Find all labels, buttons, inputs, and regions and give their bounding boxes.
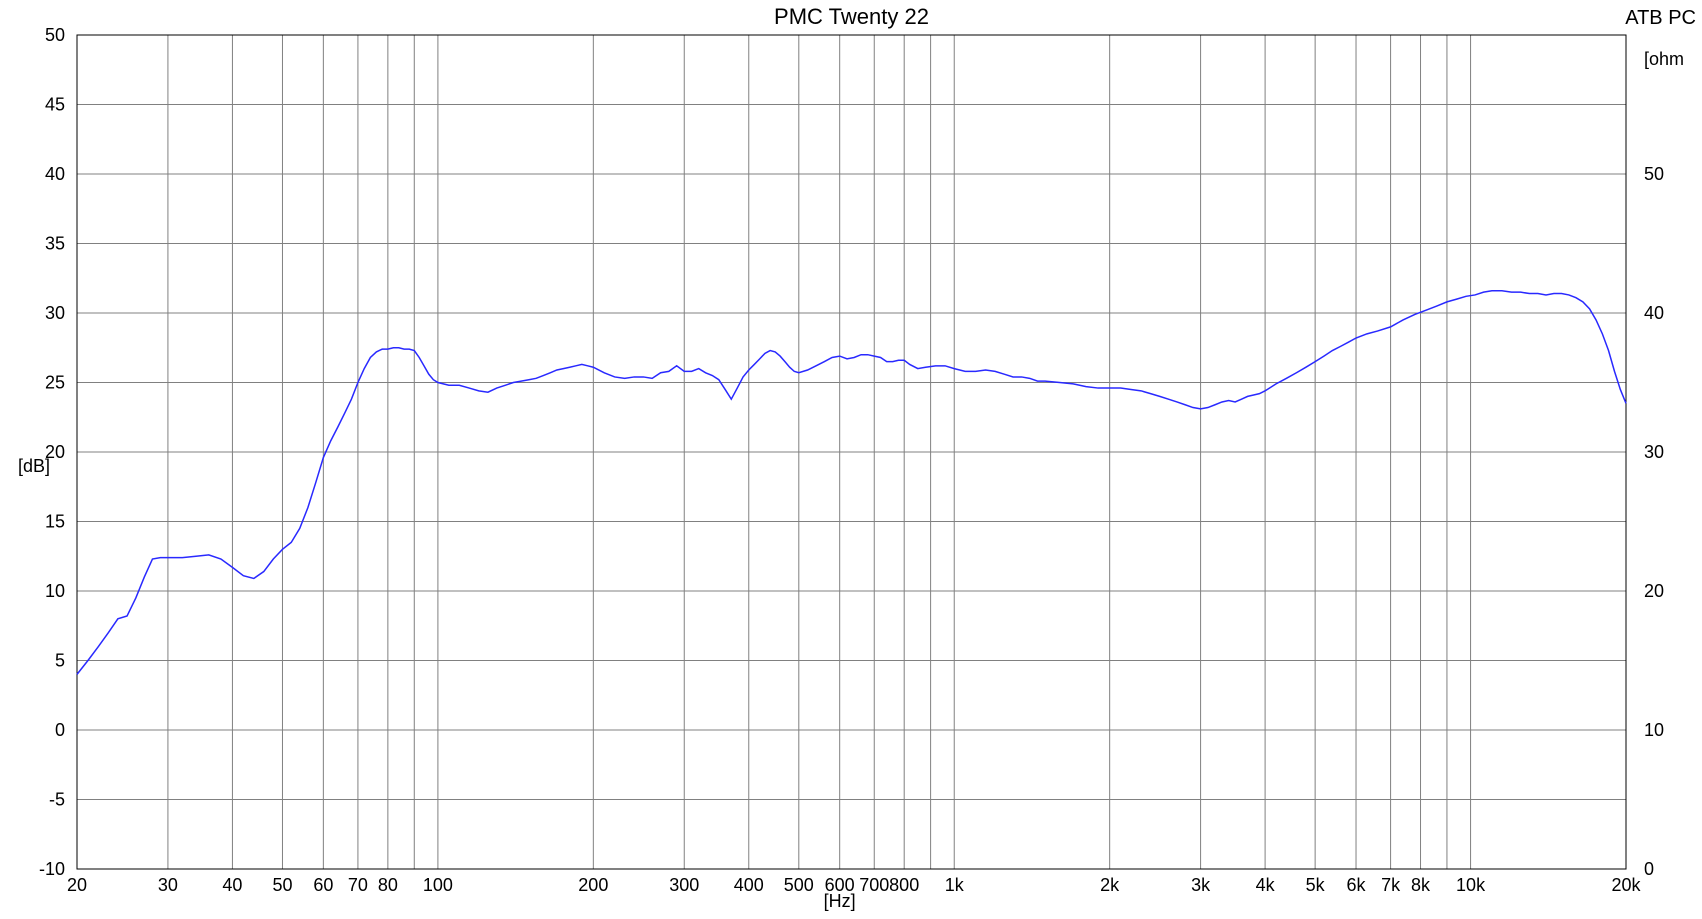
x-tick: 400 [734, 875, 764, 895]
x-tick: 60 [313, 875, 333, 895]
y-right-tick: 30 [1644, 442, 1664, 462]
y-left-tick: -10 [39, 859, 65, 879]
y-left-tick: 40 [45, 164, 65, 184]
x-tick: 3k [1191, 875, 1211, 895]
x-tick: 10k [1456, 875, 1486, 895]
y-left-tick: 15 [45, 512, 65, 532]
x-tick: 30 [158, 875, 178, 895]
y-right-tick: 0 [1644, 859, 1654, 879]
x-tick: 4k [1256, 875, 1276, 895]
x-tick: 70 [348, 875, 368, 895]
y-left-tick: 50 [45, 25, 65, 45]
y-right-tick: 20 [1644, 581, 1664, 601]
chart-title: PMC Twenty 22 [774, 4, 929, 29]
x-tick: 20k [1611, 875, 1641, 895]
x-tick: 500 [784, 875, 814, 895]
y-left-tick: 5 [55, 651, 65, 671]
y-left-tick: 35 [45, 234, 65, 254]
y-left-tick: 30 [45, 303, 65, 323]
x-tick: 40 [222, 875, 242, 895]
brand-label: ATB PC [1625, 7, 1696, 29]
y-left-tick: 45 [45, 95, 65, 115]
x-tick: 20 [67, 875, 87, 895]
x-tick: 100 [423, 875, 453, 895]
x-tick: 700 [859, 875, 889, 895]
frequency-response-chart: -10-505101520253035404550010203040502030… [0, 0, 1702, 919]
x-tick: 5k [1306, 875, 1326, 895]
chart-svg: -10-505101520253035404550010203040502030… [0, 0, 1702, 919]
x-tick: 800 [889, 875, 919, 895]
y-left-tick: -5 [49, 790, 65, 810]
y-right-tick: 10 [1644, 720, 1664, 740]
x-tick: 8k [1411, 875, 1431, 895]
x-tick: 2k [1100, 875, 1120, 895]
x-tick: 1k [945, 875, 965, 895]
x-tick: 300 [669, 875, 699, 895]
y-right-tick: 50 [1644, 164, 1664, 184]
y-right-label: [ohm [1644, 49, 1684, 69]
y-left-tick: 10 [45, 581, 65, 601]
x-tick: 7k [1381, 875, 1401, 895]
y-right-tick: 40 [1644, 303, 1664, 323]
x-tick: 200 [578, 875, 608, 895]
y-left-tick: 0 [55, 720, 65, 740]
x-axis-label: [Hz] [824, 891, 856, 911]
x-tick: 6k [1347, 875, 1367, 895]
x-tick: 80 [378, 875, 398, 895]
x-tick: 50 [272, 875, 292, 895]
y-left-tick: 25 [45, 373, 65, 393]
y-left-label: [dB] [18, 456, 50, 476]
